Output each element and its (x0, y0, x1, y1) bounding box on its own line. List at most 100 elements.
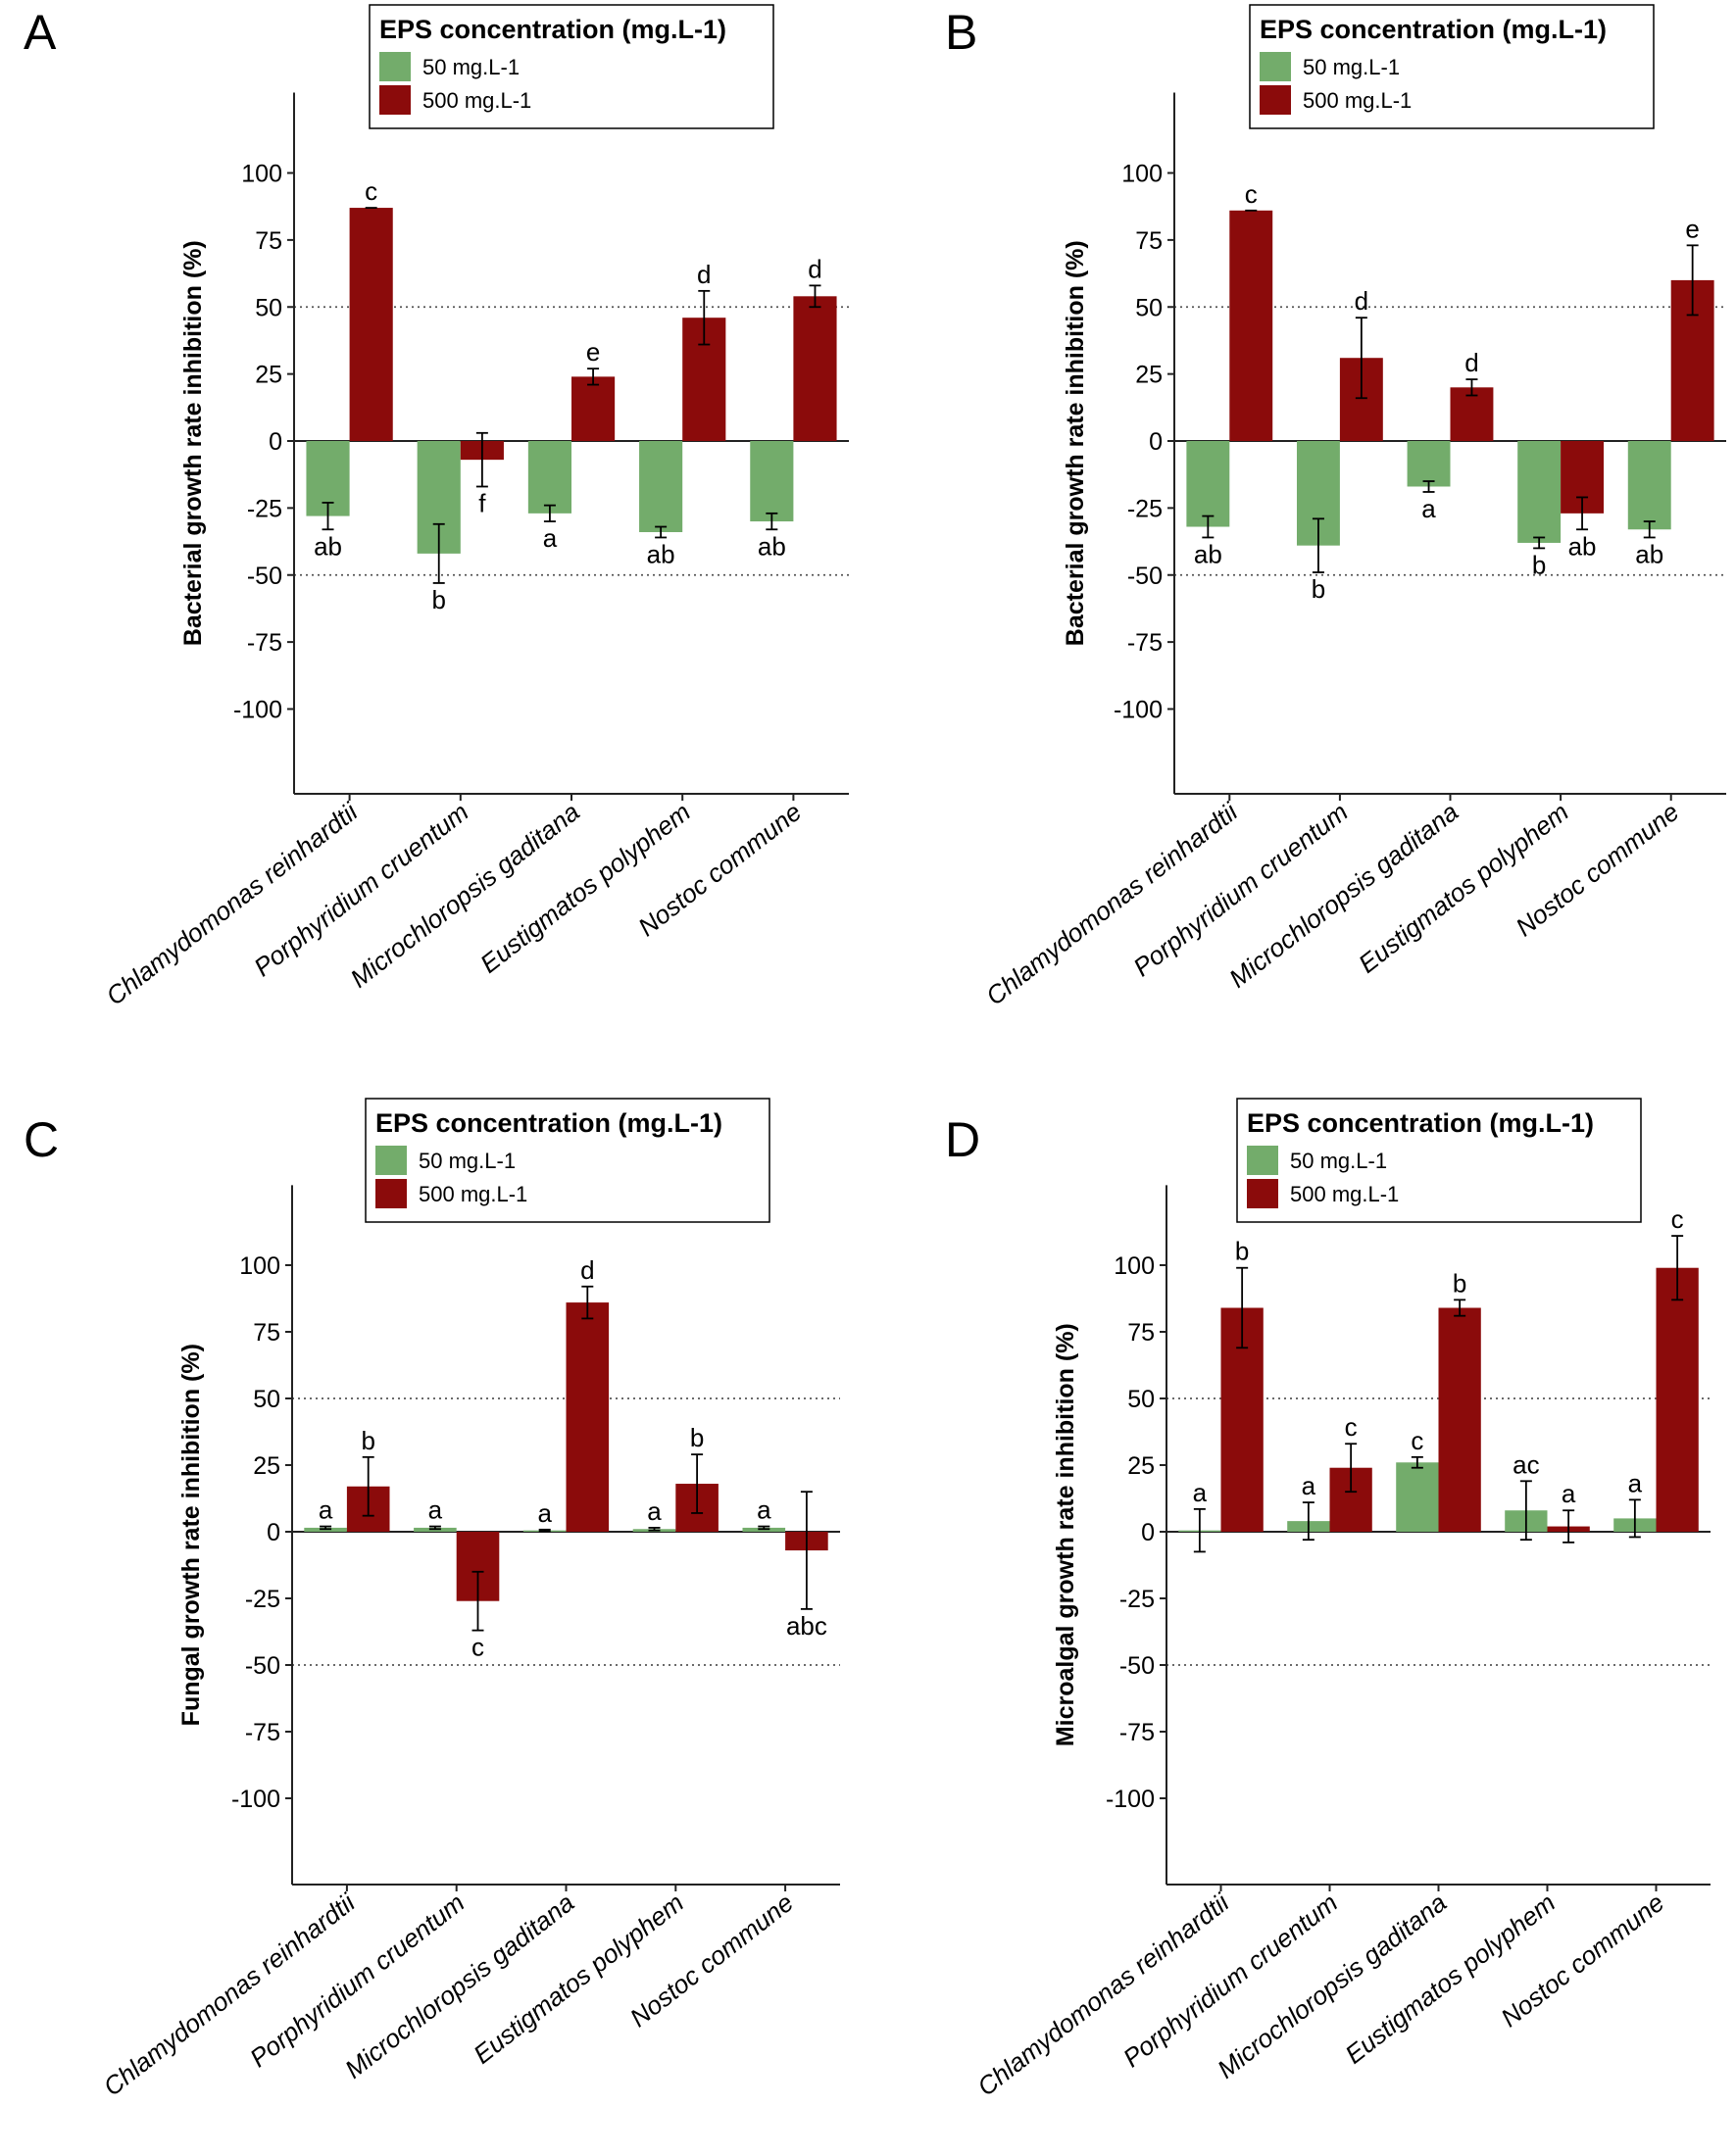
y-tick-label: -25 (1127, 495, 1163, 522)
legend-title: EPS concentration (mg.L-1) (1260, 15, 1607, 44)
panel-label: A (24, 5, 57, 60)
y-tick-label: -100 (233, 697, 282, 724)
panel-label: C (24, 1112, 59, 1167)
y-tick-label: -50 (247, 563, 282, 590)
significance-letter: ab (1635, 539, 1663, 568)
legend: EPS concentration (mg.L-1) 50 mg.L-1 500 m… (365, 1098, 770, 1223)
legend: EPS concentration (mg.L-1) 50 mg.L-1 500 m… (369, 4, 774, 129)
y-tick-label: 100 (241, 161, 282, 188)
significance-letter: d (1355, 286, 1368, 316)
y-tick-label: -100 (231, 1786, 280, 1813)
significance-letter: c (1245, 179, 1258, 209)
y-tick-label: 75 (1127, 1319, 1155, 1347)
significance-letter: b (690, 1423, 704, 1452)
panel-label: D (945, 1112, 980, 1167)
significance-letter: a (319, 1495, 333, 1525)
y-tick-label: -75 (1127, 629, 1163, 657)
significance-letter: ac (1513, 1449, 1539, 1479)
x-tick-label: Eustigmatos polyphem (474, 797, 696, 979)
chart-panel-b: B 100 75 50 25 0 -25 -50 -75 -100 Bacterial growth… (945, 4, 1726, 1011)
y-tick-label: -100 (1106, 1786, 1155, 1813)
y-tick-label: 50 (1127, 1386, 1155, 1413)
bar-high (349, 208, 393, 441)
y-tick-label: 25 (1127, 1452, 1155, 1480)
legend-label: 500 mg.L-1 (422, 88, 531, 113)
legend-label: 500 mg.L-1 (1290, 1182, 1399, 1206)
x-tick-label: Porphyridium cruentum (1117, 1887, 1343, 2073)
significance-letter: b (1312, 574, 1325, 604)
significance-letter: b (361, 1426, 374, 1455)
legend-box (369, 4, 774, 129)
y-axis-label: Microalgal growth rate inhibition (%) (1052, 1323, 1079, 1746)
significance-letter: a (543, 523, 558, 553)
panel-label: B (945, 5, 977, 60)
chart-panel-c: C 100 75 50 25 0 -25 -50 -75 -100 Fungal growth ra… (24, 1098, 840, 2102)
y-tick-label: -75 (1119, 1719, 1155, 1746)
legend-swatch (375, 1179, 407, 1208)
x-tick-label: Eustigmatos polyphem (468, 1887, 689, 2070)
significance-letter: ab (1194, 539, 1222, 568)
legend-title: EPS concentration (mg.L-1) (1247, 1108, 1594, 1138)
legend-swatch (1260, 52, 1291, 81)
y-tick-label: 75 (253, 1319, 280, 1347)
x-tick-label: Porphyridium cruentum (244, 1887, 470, 2073)
y-axis-label: Fungal growth rate inhibition (%) (177, 1344, 205, 1726)
y-tick-label: 100 (239, 1252, 280, 1280)
significance-letter: b (1453, 1268, 1466, 1298)
x-tick-label: Eustigmatos polyphem (1339, 1887, 1561, 2070)
bar-low (1396, 1462, 1439, 1532)
legend-box (365, 1098, 770, 1223)
y-axis-label: Bacterial growth rate inhibition (%) (179, 240, 207, 646)
legend-title: EPS concentration (mg.L-1) (379, 15, 726, 44)
significance-letter: ab (314, 531, 342, 561)
significance-letter: a (757, 1495, 771, 1525)
y-tick-label: -50 (1119, 1652, 1155, 1680)
bar-high (793, 296, 837, 441)
bar-low (750, 441, 794, 522)
bar-high (1229, 210, 1273, 441)
bar-low (1186, 441, 1230, 527)
bar-low (1517, 441, 1562, 543)
x-tick-label: Eustigmatos polyphem (1353, 797, 1574, 979)
significance-letter: ab (647, 539, 675, 568)
y-tick-label: -25 (245, 1586, 280, 1613)
legend-label: 50 mg.L-1 (1290, 1149, 1387, 1173)
y-tick-label: 100 (1114, 1252, 1155, 1280)
y-tick-label: -25 (247, 495, 282, 522)
significance-letter: c (1345, 1412, 1358, 1442)
significance-letter: d (808, 254, 821, 283)
y-tick-label: -50 (245, 1652, 280, 1680)
significance-letter: ab (1568, 531, 1597, 561)
legend-swatch (379, 85, 411, 115)
significance-letter: b (431, 585, 445, 614)
bar-high (1656, 1267, 1699, 1532)
legend-swatch (375, 1146, 407, 1175)
significance-letter: a (537, 1498, 552, 1528)
significance-letter: a (1193, 1478, 1208, 1507)
y-tick-label: -25 (1119, 1586, 1155, 1613)
significance-letter: b (1235, 1237, 1249, 1266)
bar-high (571, 376, 616, 441)
legend-swatch (379, 52, 411, 81)
legend-label: 500 mg.L-1 (419, 1182, 527, 1206)
significance-letter: c (1671, 1204, 1684, 1234)
y-tick-label: 50 (253, 1386, 280, 1413)
y-tick-label: 50 (1135, 294, 1163, 321)
chart-panel-d: D 100 75 50 25 0 -25 -50 -75 -100 Microalgal growt… (945, 1098, 1711, 2102)
legend-title: EPS concentration (mg.L-1) (375, 1108, 722, 1138)
significance-letter: c (471, 1633, 484, 1662)
significance-letter: e (586, 337, 600, 367)
significance-letter: d (1464, 348, 1478, 377)
y-tick-label: 25 (253, 1452, 280, 1480)
y-tick-label: 0 (1141, 1519, 1155, 1546)
legend: EPS concentration (mg.L-1) 50 mg.L-1 500 m… (1249, 4, 1655, 129)
significance-letter: d (580, 1255, 594, 1285)
x-tick-label: Porphyridium cruentum (1127, 797, 1353, 982)
legend-label: 500 mg.L-1 (1303, 88, 1412, 113)
bar-high (1450, 387, 1494, 441)
x-tick-label: Porphyridium cruentum (248, 797, 473, 982)
significance-letter: a (647, 1496, 662, 1526)
legend-swatch (1247, 1179, 1278, 1208)
legend-label: 50 mg.L-1 (422, 55, 520, 79)
